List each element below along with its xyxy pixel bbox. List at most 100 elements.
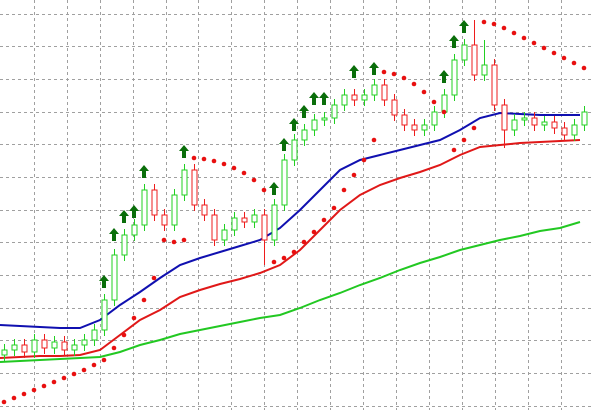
signal-arrow bbox=[449, 35, 459, 48]
sar-dot bbox=[161, 237, 167, 243]
sar-dot bbox=[121, 332, 127, 338]
moving-average-line bbox=[0, 221, 581, 363]
signal-arrow bbox=[289, 118, 299, 131]
sar-dot bbox=[461, 137, 467, 143]
sar-dot bbox=[91, 362, 97, 368]
sar-dot bbox=[241, 170, 247, 176]
sar-dot bbox=[301, 239, 307, 245]
sar-dot bbox=[291, 249, 297, 255]
signal-arrow bbox=[349, 65, 359, 78]
candle-body bbox=[451, 59, 458, 96]
candle-body bbox=[481, 64, 488, 76]
candle-body bbox=[101, 299, 108, 331]
sar-dot bbox=[541, 45, 547, 51]
candle-body bbox=[371, 84, 378, 96]
candle-body bbox=[81, 339, 88, 346]
sar-dot bbox=[411, 81, 417, 87]
sar-dot bbox=[571, 60, 577, 66]
moving-average-line bbox=[0, 111, 580, 329]
candle-body bbox=[191, 169, 198, 206]
candle-body bbox=[221, 229, 228, 241]
sar-dot bbox=[451, 147, 457, 153]
sar-dot bbox=[101, 357, 107, 363]
candle-body bbox=[331, 104, 338, 119]
candle-body bbox=[161, 214, 168, 226]
sar-dot bbox=[441, 109, 447, 115]
sar-dot bbox=[11, 395, 17, 401]
sar-dot bbox=[231, 165, 237, 171]
sar-dot bbox=[61, 375, 67, 381]
signal-arrow bbox=[269, 182, 279, 195]
candle-body bbox=[401, 114, 408, 126]
sar-dot bbox=[531, 40, 537, 46]
signal-arrow bbox=[139, 165, 149, 178]
sar-dot bbox=[21, 391, 27, 397]
candle-body bbox=[41, 339, 48, 349]
candle-body bbox=[121, 234, 128, 256]
candle-body bbox=[11, 344, 18, 351]
sar-dot bbox=[321, 217, 327, 223]
sar-dot bbox=[501, 25, 507, 31]
sar-dot bbox=[271, 259, 277, 265]
candle-body bbox=[281, 159, 288, 206]
signal-arrow bbox=[319, 92, 329, 105]
candle-body bbox=[241, 217, 248, 223]
candle-body bbox=[31, 339, 38, 353]
sar-dot bbox=[351, 172, 357, 178]
candle-body bbox=[381, 84, 388, 101]
signal-arrow bbox=[119, 210, 129, 223]
candle-body bbox=[391, 99, 398, 116]
signal-arrow bbox=[459, 20, 469, 33]
sar-dot bbox=[251, 177, 257, 183]
candle-body bbox=[461, 44, 468, 61]
sar-dot bbox=[391, 71, 397, 77]
candle-body bbox=[301, 129, 308, 141]
sar-dot bbox=[191, 155, 197, 161]
signal-arrow bbox=[299, 105, 309, 118]
candle-body bbox=[411, 124, 418, 131]
candle-body bbox=[551, 121, 558, 129]
candle-body bbox=[61, 341, 68, 351]
sar-dot bbox=[151, 275, 157, 281]
candle-body bbox=[201, 204, 208, 216]
candle-body bbox=[261, 214, 268, 241]
sar-dot bbox=[471, 125, 477, 131]
candle-body bbox=[91, 329, 98, 341]
signal-arrow bbox=[109, 228, 119, 241]
candle-body bbox=[131, 224, 138, 236]
candle-body bbox=[211, 214, 218, 241]
signal-arrow bbox=[129, 205, 139, 218]
candle-body bbox=[511, 119, 518, 131]
candle-body bbox=[571, 124, 578, 136]
signal-arrow bbox=[279, 138, 289, 151]
sar-dot bbox=[181, 237, 187, 243]
signal-arrow bbox=[179, 145, 189, 158]
candle-body bbox=[581, 111, 588, 126]
candle-body bbox=[51, 341, 58, 349]
moving-average-line bbox=[0, 139, 581, 359]
sar-dot bbox=[1, 399, 7, 405]
signal-arrow bbox=[369, 62, 379, 75]
candle-body bbox=[351, 94, 358, 101]
candle-body bbox=[271, 204, 278, 241]
sar-dot bbox=[51, 379, 57, 385]
signal-arrow bbox=[309, 92, 319, 105]
candle-body bbox=[501, 104, 508, 131]
candle-body bbox=[21, 344, 28, 353]
candle-body bbox=[341, 94, 348, 106]
sar-dot bbox=[331, 205, 337, 211]
candle-body bbox=[531, 117, 538, 126]
candle-body bbox=[561, 127, 568, 136]
sar-dot bbox=[401, 75, 407, 81]
sar-dot bbox=[311, 229, 317, 235]
candle-body bbox=[441, 94, 448, 113]
candle-body bbox=[491, 64, 498, 106]
sar-dot bbox=[221, 161, 227, 167]
candle-body bbox=[361, 94, 368, 101]
sar-dot bbox=[371, 137, 377, 143]
candle-body bbox=[111, 254, 118, 301]
candle-body bbox=[71, 344, 78, 351]
sar-dot bbox=[281, 255, 287, 261]
